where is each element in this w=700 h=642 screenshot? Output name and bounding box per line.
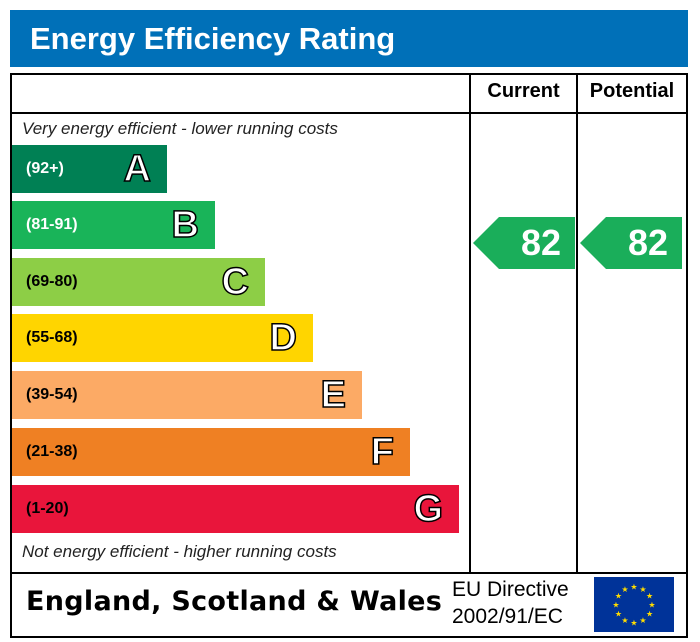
divider <box>10 112 688 114</box>
band-bar-b: (81-91) B <box>12 201 215 249</box>
star-icon: ★ <box>646 610 653 619</box>
potential-header: Potential <box>589 80 675 102</box>
band-bar-e: (39-54) E <box>12 371 362 419</box>
band-range: (21-38) <box>26 443 78 460</box>
star-icon: ★ <box>639 585 646 594</box>
current-rating-arrow: 82 <box>473 217 575 269</box>
band-bar-f: (21-38) F <box>12 428 410 476</box>
band-letter: D <box>269 316 298 360</box>
top-note: Very energy efficient - lower running co… <box>22 119 338 138</box>
band-range: (55-68) <box>26 329 78 346</box>
band-letter: B <box>171 203 200 247</box>
band-letter: C <box>221 260 250 304</box>
bottom-note: Not energy efficient - higher running co… <box>22 542 337 561</box>
band-letter: G <box>413 487 444 531</box>
divider <box>469 73 471 573</box>
page-title: Energy Efficiency Rating <box>10 10 688 67</box>
star-icon: ★ <box>639 616 646 625</box>
directive-line1: EU Directive <box>452 578 569 601</box>
star-icon: ★ <box>615 592 622 601</box>
band-letter: E <box>320 373 347 417</box>
region-label: England, Scotland & Wales <box>26 586 443 617</box>
band-letter: A <box>123 147 152 191</box>
directive-line2: 2002/91/EC <box>452 605 563 628</box>
divider <box>10 572 688 574</box>
rating-table <box>10 73 688 638</box>
band-bar-d: (55-68) D <box>12 314 313 362</box>
band-range: (81-91) <box>26 216 78 233</box>
star-icon: ★ <box>621 616 628 625</box>
star-icon: ★ <box>621 585 628 594</box>
band-range: (92+) <box>26 160 64 177</box>
band-range: (1-20) <box>26 500 69 517</box>
band-bar-g: (1-20) G <box>12 485 459 533</box>
star-icon: ★ <box>630 619 637 628</box>
current-header: Current <box>487 80 560 102</box>
band-bar-a: (92+) A <box>12 145 167 193</box>
star-icon: ★ <box>612 601 619 610</box>
star-icon: ★ <box>615 610 622 619</box>
star-icon: ★ <box>648 601 655 610</box>
star-icon: ★ <box>646 592 653 601</box>
band-letter: F <box>370 430 395 474</box>
band-range: (39-54) <box>26 386 78 403</box>
eu-flag-icon: ★ ★ ★ ★ ★ ★ ★ ★ ★ ★ ★ ★ <box>594 577 674 632</box>
band-bar-c: (69-80) C <box>12 258 265 306</box>
band-range: (69-80) <box>26 273 78 290</box>
divider <box>576 73 578 573</box>
star-icon: ★ <box>630 583 637 592</box>
